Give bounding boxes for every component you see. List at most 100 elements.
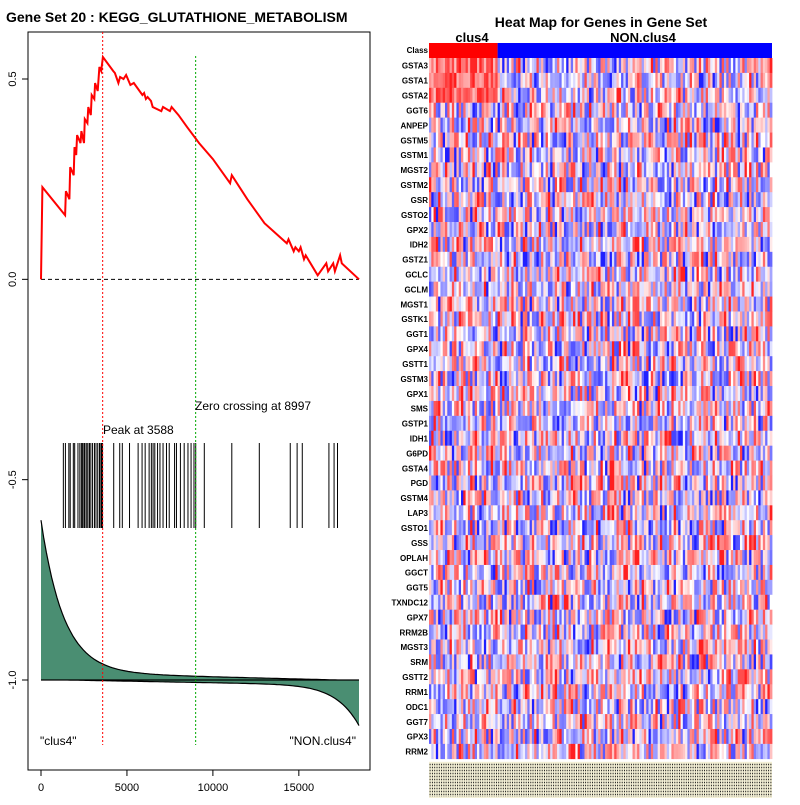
- heatmap-cell: [504, 207, 507, 222]
- heatmap-row: [429, 237, 772, 252]
- heatmap-cell: [694, 147, 697, 162]
- heatmap-cell: [765, 73, 768, 88]
- heatmap-cell: [717, 476, 720, 491]
- heatmap-cell: [447, 177, 450, 192]
- heatmap-cell: [504, 341, 507, 356]
- heatmap-cell: [566, 371, 569, 386]
- heatmap-cell: [536, 535, 539, 550]
- heatmap-cell: [530, 103, 533, 118]
- heatmap-cell: [765, 237, 768, 252]
- heatmap-cell: [635, 356, 638, 371]
- heatmap-cell: [674, 416, 677, 431]
- heatmap-cell: [436, 118, 439, 133]
- heatmap-cell: [633, 326, 636, 341]
- heatmap-cell: [669, 476, 672, 491]
- heatmap-cell: [676, 237, 679, 252]
- heatmap-cell: [557, 88, 560, 103]
- heatmap-cell: [687, 73, 690, 88]
- heatmap-cell: [646, 476, 649, 491]
- heatmap-cell: [660, 252, 663, 267]
- heatmap-cell: [463, 88, 466, 103]
- heatmap-cell: [653, 371, 656, 386]
- heatmap-cell: [443, 386, 446, 401]
- heatmap-cell: [591, 341, 594, 356]
- heatmap-cell: [690, 341, 693, 356]
- heatmap-cell: [587, 505, 590, 520]
- heatmap-cell: [434, 267, 437, 282]
- heatmap-cell: [683, 282, 686, 297]
- heatmap-cell: [676, 177, 679, 192]
- heatmap-cell: [612, 431, 615, 446]
- heatmap-cell: [550, 416, 553, 431]
- heatmap-cell: [749, 162, 752, 177]
- heatmap-cell: [745, 356, 748, 371]
- heatmap-cell: [646, 416, 649, 431]
- heatmap-cell: [498, 461, 501, 476]
- heatmap-cell: [607, 461, 610, 476]
- heatmap-cell: [715, 222, 718, 237]
- heatmap-cell: [614, 297, 617, 312]
- heatmap-cell: [571, 311, 574, 326]
- heatmap-cell: [559, 520, 562, 535]
- heatmap-cell: [429, 476, 432, 491]
- heatmap-cell: [770, 88, 773, 103]
- heatmap-cell: [498, 446, 501, 461]
- heatmap-cell: [745, 177, 748, 192]
- heatmap-cell: [635, 311, 638, 326]
- heatmap-cell: [495, 505, 498, 520]
- heatmap-cell: [557, 207, 560, 222]
- heatmap-cell: [708, 192, 711, 207]
- heatmap-cell: [566, 118, 569, 133]
- heatmap-cell: [694, 222, 697, 237]
- heatmap-cell: [626, 401, 629, 416]
- heatmap-cell: [594, 282, 597, 297]
- heatmap-cell: [440, 326, 443, 341]
- heatmap-cell: [447, 297, 450, 312]
- heatmap-cell: [745, 326, 748, 341]
- heatmap-cell: [523, 371, 526, 386]
- heatmap-cell: [639, 326, 642, 341]
- heatmap-cell: [717, 237, 720, 252]
- heatmap-cell: [697, 162, 700, 177]
- heatmap-cell: [756, 401, 759, 416]
- heatmap-cell: [655, 356, 658, 371]
- heatmap-cell: [619, 222, 622, 237]
- heatmap-cell: [584, 267, 587, 282]
- heatmap-cell: [463, 461, 466, 476]
- heatmap-cell: [619, 520, 622, 535]
- heatmap-cell: [564, 446, 567, 461]
- heatmap-cell: [687, 356, 690, 371]
- heatmap-cell: [614, 192, 617, 207]
- heatmap-cell: [601, 490, 604, 505]
- heatmap-cell: [653, 282, 656, 297]
- heatmap-cell: [635, 58, 638, 73]
- heatmap-cell: [722, 431, 725, 446]
- heatmap-cell: [662, 356, 665, 371]
- heatmap-cell: [546, 505, 549, 520]
- heatmap-cell: [697, 311, 700, 326]
- heatmap-cell: [710, 461, 713, 476]
- heatmap-cell: [765, 192, 768, 207]
- heatmap-cell: [751, 490, 754, 505]
- heatmap-cell: [484, 222, 487, 237]
- heatmap-cell: [461, 222, 464, 237]
- heatmap-cell: [518, 490, 521, 505]
- heatmap-cell: [717, 431, 720, 446]
- heatmap-cell: [491, 252, 494, 267]
- heatmap-cell: [703, 267, 706, 282]
- heatmap-cell: [758, 520, 761, 535]
- heatmap-cell: [566, 461, 569, 476]
- heatmap-cell: [639, 386, 642, 401]
- heatmap-cell: [601, 118, 604, 133]
- heatmap-row: [429, 356, 772, 371]
- heatmap-cell: [612, 282, 615, 297]
- heatmap-cell: [735, 401, 738, 416]
- heatmap-cell: [504, 133, 507, 148]
- heatmap-cell: [710, 162, 713, 177]
- heatmap-cell: [763, 490, 766, 505]
- heatmap-cell: [749, 356, 752, 371]
- heatmap-cell: [504, 147, 507, 162]
- heatmap-cell: [681, 371, 684, 386]
- heatmap-cell: [468, 133, 471, 148]
